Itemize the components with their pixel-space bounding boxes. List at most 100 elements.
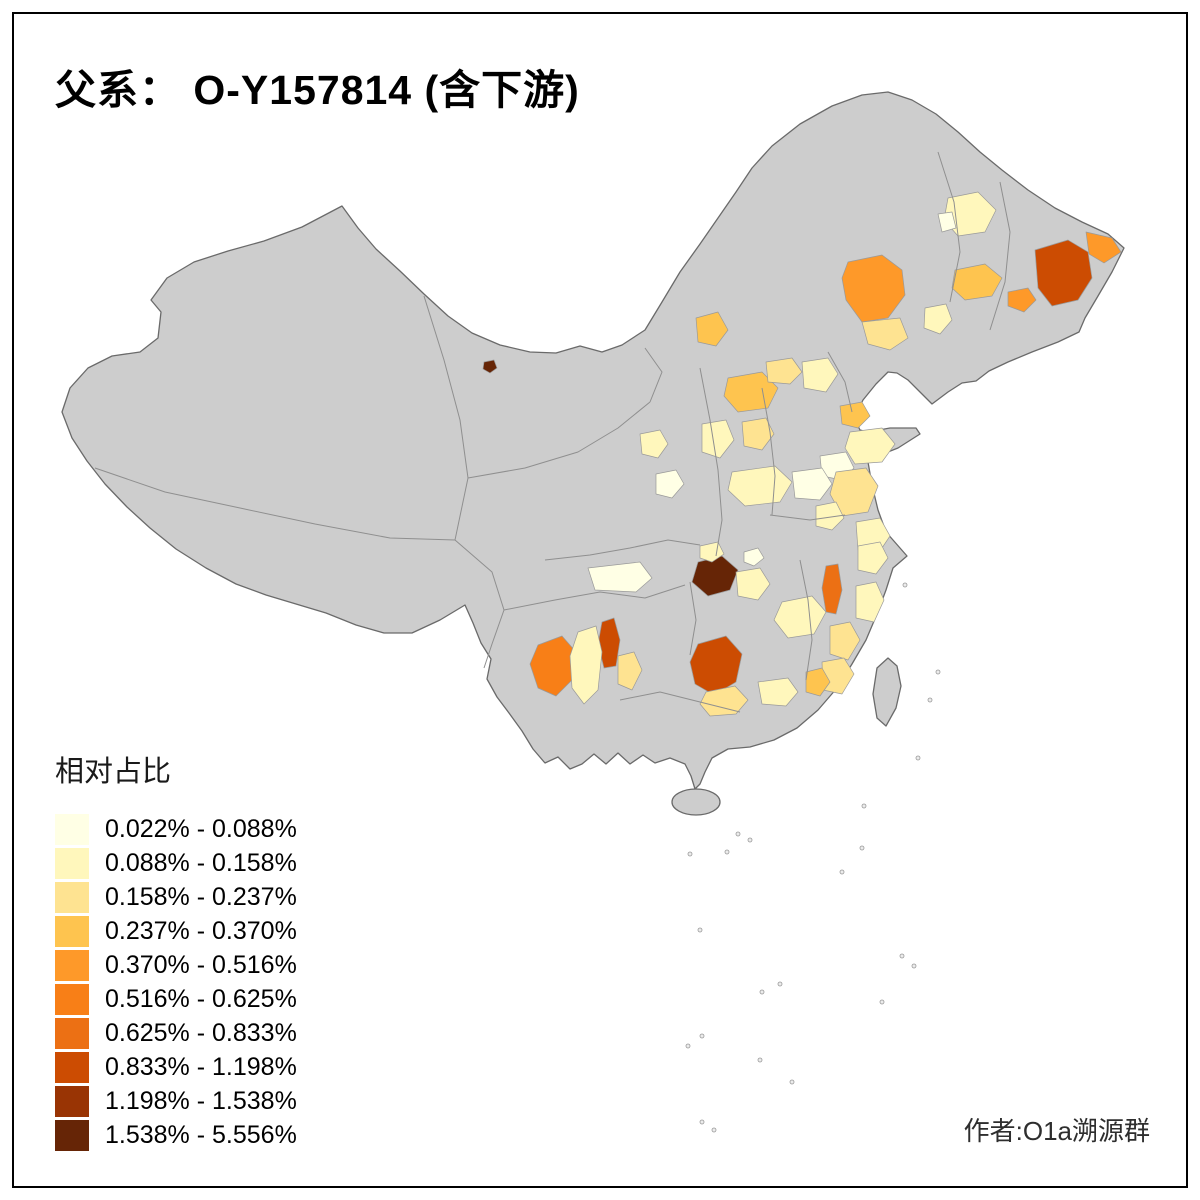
islet <box>711 1127 717 1133</box>
legend-label: 0.625% - 0.833% <box>105 1018 297 1047</box>
highlighted-region <box>1007 287 1037 313</box>
islet <box>899 953 905 959</box>
highlighted-region <box>815 501 845 531</box>
highlighted-region <box>805 667 831 697</box>
highlighted-region <box>765 357 803 385</box>
legend-row: 0.516% - 0.625% <box>55 982 297 1016</box>
legend-label: 0.370% - 0.516% <box>105 950 297 979</box>
highlighted-region <box>699 685 749 717</box>
highlighted-region <box>829 621 861 661</box>
legend: 相对占比 0.022% - 0.088% 0.088% - 0.158% 0.158… <box>55 748 297 1152</box>
highlighted-region <box>839 401 871 429</box>
legend-swatch <box>55 881 89 913</box>
sea-islets <box>685 582 941 1133</box>
legend-swatch <box>55 915 89 947</box>
islet <box>861 803 867 809</box>
taiwan-island <box>872 657 902 727</box>
hainan-island <box>671 788 721 816</box>
islet <box>777 981 783 987</box>
legend-swatch <box>55 813 89 845</box>
legend-label: 0.158% - 0.237% <box>105 882 297 911</box>
highlighted-region <box>773 595 827 639</box>
highlighted-region <box>855 581 885 623</box>
islet <box>699 1119 705 1125</box>
legend-swatch <box>55 1017 89 1049</box>
legend-swatch <box>55 949 89 981</box>
legend-label: 1.198% - 1.538% <box>105 1086 297 1115</box>
highlighted-region <box>569 625 603 705</box>
islet <box>724 849 730 855</box>
highlighted-region <box>821 563 843 615</box>
legend-title: 相对占比 <box>55 756 172 788</box>
islet <box>915 755 921 761</box>
islet <box>687 851 693 857</box>
legend-row: 0.370% - 0.516% <box>55 948 297 982</box>
legend-row: 1.538% - 5.556% <box>55 1118 297 1152</box>
highlighted-region <box>937 211 957 233</box>
highlighted-region <box>757 677 799 707</box>
highlighted-region <box>727 465 793 507</box>
highlighted-region <box>701 419 735 459</box>
highlighted-region <box>857 541 889 575</box>
legend-label: 0.833% - 1.198% <box>105 1052 297 1081</box>
highlighted-region <box>861 317 909 351</box>
legend-row: 0.088% - 0.158% <box>55 846 297 880</box>
page-title: 父系： O-Y157814 (含下游) <box>55 67 580 113</box>
islet <box>685 1043 691 1049</box>
islet <box>735 831 741 837</box>
highlighted-region <box>695 311 729 347</box>
legend-row: 0.022% - 0.088% <box>55 812 297 846</box>
legend-label: 0.022% - 0.088% <box>105 814 297 843</box>
province-borders <box>94 151 1011 713</box>
highlighted-region <box>735 567 771 601</box>
islet <box>935 669 941 675</box>
highlighted-region <box>791 467 833 501</box>
highlighted-region <box>1034 239 1093 307</box>
islet <box>859 845 865 851</box>
highlighted-region <box>923 303 953 335</box>
legend-swatch <box>55 983 89 1015</box>
islet <box>789 1079 795 1085</box>
highlighted-region <box>639 429 669 459</box>
islet <box>927 697 933 703</box>
legend-label: 0.516% - 0.625% <box>105 984 297 1013</box>
highlighted-region <box>801 357 839 393</box>
highlighted-region <box>841 254 906 323</box>
highlighted-region <box>844 427 896 465</box>
legend-row: 0.833% - 1.198% <box>55 1050 297 1084</box>
legend-swatch <box>55 1085 89 1117</box>
legend-label: 1.538% - 5.556% <box>105 1120 297 1149</box>
legend-entries: 0.022% - 0.088% 0.088% - 0.158% 0.158% - 0… <box>55 812 297 1152</box>
legend-row: 0.237% - 0.370% <box>55 914 297 948</box>
islet <box>879 999 885 1005</box>
islet <box>911 963 917 969</box>
highlighted-region <box>482 359 498 374</box>
highlighted-region <box>691 555 739 597</box>
legend-swatch <box>55 1119 89 1151</box>
islet <box>757 1057 763 1063</box>
author-credit: 作者:O1a溯源群 <box>963 1116 1150 1146</box>
highlighted-region <box>829 467 879 517</box>
islet <box>697 927 703 933</box>
highlighted-region <box>587 561 653 593</box>
legend-row: 0.625% - 0.833% <box>55 1016 297 1050</box>
legend-row: 1.198% - 1.538% <box>55 1084 297 1118</box>
colored-regions <box>482 191 1122 717</box>
islet <box>699 1033 705 1039</box>
highlighted-region <box>529 635 577 697</box>
islet <box>747 837 753 843</box>
highlighted-region <box>951 263 1003 301</box>
islet <box>902 582 908 588</box>
islet <box>759 989 765 995</box>
highlighted-region <box>655 469 685 499</box>
islet <box>839 869 845 875</box>
legend-label: 0.237% - 0.370% <box>105 916 297 945</box>
highlighted-region <box>1085 231 1122 264</box>
highlighted-region <box>617 651 643 691</box>
legend-swatch <box>55 1051 89 1083</box>
legend-swatch <box>55 847 89 879</box>
legend-row: 0.158% - 0.237% <box>55 880 297 914</box>
highlighted-region <box>741 417 775 451</box>
